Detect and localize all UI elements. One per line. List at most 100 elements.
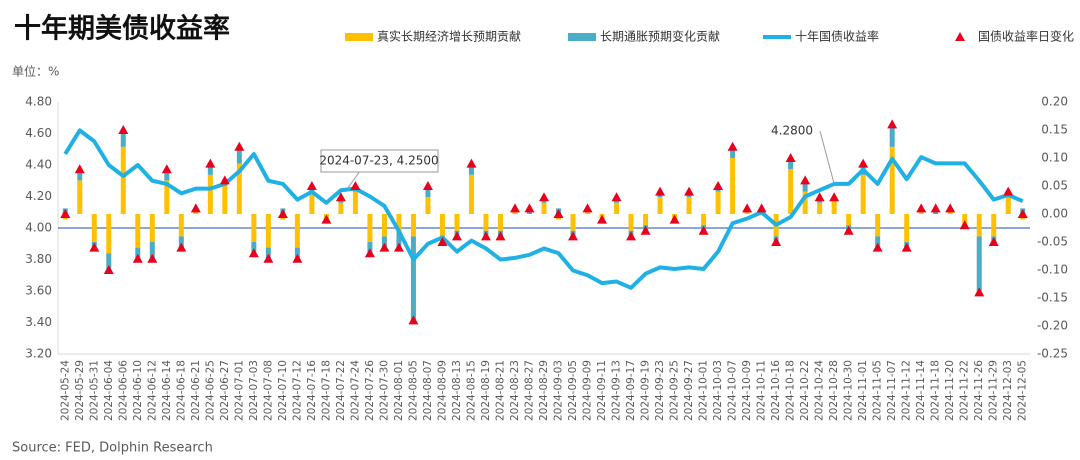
bar bbox=[976, 236, 982, 293]
marker bbox=[611, 192, 622, 202]
y2-tick-label: 0.05 bbox=[1041, 179, 1068, 193]
bar bbox=[425, 186, 431, 198]
y-tick-label: 3.60 bbox=[25, 284, 52, 298]
bar bbox=[120, 130, 126, 147]
bar bbox=[106, 253, 112, 270]
bar bbox=[730, 146, 736, 158]
bar bbox=[497, 214, 503, 231]
bar bbox=[889, 146, 895, 214]
legend-label: 十年国债收益率 bbox=[795, 29, 879, 44]
bar bbox=[77, 169, 83, 181]
bar bbox=[730, 158, 736, 214]
marker bbox=[524, 203, 535, 213]
x-tick-label: 2024-07-08 bbox=[262, 360, 274, 421]
bar bbox=[135, 247, 141, 259]
marker bbox=[103, 265, 114, 274]
x-tick-label: 2024-09-03 bbox=[553, 360, 565, 421]
marker bbox=[161, 164, 172, 174]
bar bbox=[265, 214, 271, 248]
marker bbox=[451, 231, 462, 241]
x-tick-label: 2024-07-26 bbox=[364, 360, 376, 421]
bar bbox=[875, 214, 881, 237]
marker bbox=[930, 203, 941, 213]
marker bbox=[408, 315, 419, 325]
x-tick-label: 2024-10-03 bbox=[712, 360, 724, 421]
bar bbox=[396, 230, 402, 248]
bar bbox=[802, 180, 808, 192]
y2-tick-label: -0.25 bbox=[1037, 347, 1068, 361]
marker bbox=[205, 158, 216, 168]
x-tick-label: 2024-08-21 bbox=[494, 360, 506, 421]
marker bbox=[132, 253, 143, 263]
x-tick-label: 2024-06-06 bbox=[117, 360, 129, 421]
marker bbox=[277, 209, 288, 218]
x-tick-label: 2024-08-01 bbox=[393, 360, 405, 421]
bar bbox=[889, 124, 895, 147]
marker bbox=[422, 181, 433, 190]
bar bbox=[396, 214, 402, 231]
y2-tick-label: 0.00 bbox=[1041, 207, 1068, 221]
x-tick-label: 2024-05-24 bbox=[59, 360, 71, 421]
marker bbox=[306, 181, 317, 190]
bar bbox=[381, 214, 387, 237]
x-tick-label: 2024-09-27 bbox=[683, 360, 695, 421]
x-tick-label: 2024-06-25 bbox=[204, 360, 216, 421]
bar bbox=[149, 214, 155, 242]
marker bbox=[872, 242, 883, 252]
x-tick-label: 2024-12-05 bbox=[1017, 360, 1029, 421]
x-tick-label: 2024-08-07 bbox=[422, 360, 434, 421]
marker bbox=[74, 164, 85, 174]
bar bbox=[265, 247, 271, 259]
marker bbox=[785, 153, 796, 162]
bar bbox=[91, 214, 97, 242]
x-tick-label: 2024-08-23 bbox=[509, 360, 521, 421]
x-tick-label: 2024-10-22 bbox=[799, 360, 811, 421]
x-tick-label: 2024-07-22 bbox=[335, 360, 347, 421]
x-tick-label: 2024-07-30 bbox=[378, 360, 390, 421]
x-tick-label: 2024-11-01 bbox=[857, 360, 869, 421]
bar bbox=[860, 174, 866, 214]
bar bbox=[962, 214, 968, 226]
bar bbox=[410, 214, 416, 237]
bar bbox=[294, 214, 300, 248]
x-tick-label: 2024-10-09 bbox=[741, 360, 753, 421]
x-tick-label: 2024-06-14 bbox=[161, 360, 173, 421]
bar bbox=[802, 191, 808, 214]
legend-label: 国债收益率日变化 bbox=[978, 29, 1074, 44]
bar bbox=[831, 197, 837, 214]
y-tick-label: 3.20 bbox=[25, 347, 52, 361]
x-tick-label: 2024-08-15 bbox=[465, 360, 477, 421]
marker bbox=[480, 231, 491, 241]
bar bbox=[991, 214, 997, 237]
marker bbox=[727, 141, 738, 151]
bar bbox=[207, 174, 213, 214]
source-note: Source: FED, Dolphin Research bbox=[12, 441, 213, 456]
bar bbox=[468, 174, 474, 214]
bar bbox=[614, 202, 620, 214]
x-tick-label: 2024-10-28 bbox=[828, 360, 840, 421]
chart-title: 十年期美债收益率 bbox=[14, 13, 230, 45]
x-tick-label: 2024-11-14 bbox=[915, 360, 927, 421]
annotation-leader bbox=[819, 130, 835, 185]
y2-tick-label: -0.20 bbox=[1037, 319, 1068, 333]
bar bbox=[846, 214, 852, 226]
bar bbox=[367, 242, 373, 254]
bar bbox=[367, 214, 373, 242]
bar bbox=[164, 169, 170, 181]
marker bbox=[321, 214, 332, 224]
legend-label: 真实长期经济增长预期贡献 bbox=[377, 29, 521, 44]
legend-swatch bbox=[568, 33, 596, 41]
x-tick-label: 2024-10-11 bbox=[756, 360, 768, 421]
bar bbox=[309, 191, 315, 214]
annotation-leader bbox=[346, 170, 361, 189]
x-tick-label: 2024-09-11 bbox=[596, 360, 608, 421]
x-tick-label: 2024-09-13 bbox=[611, 360, 623, 421]
marker bbox=[655, 186, 666, 196]
marker bbox=[539, 192, 549, 202]
marker bbox=[335, 192, 346, 202]
marker bbox=[698, 225, 709, 235]
marker bbox=[1017, 209, 1028, 218]
bar bbox=[236, 146, 242, 164]
marker bbox=[568, 231, 579, 241]
